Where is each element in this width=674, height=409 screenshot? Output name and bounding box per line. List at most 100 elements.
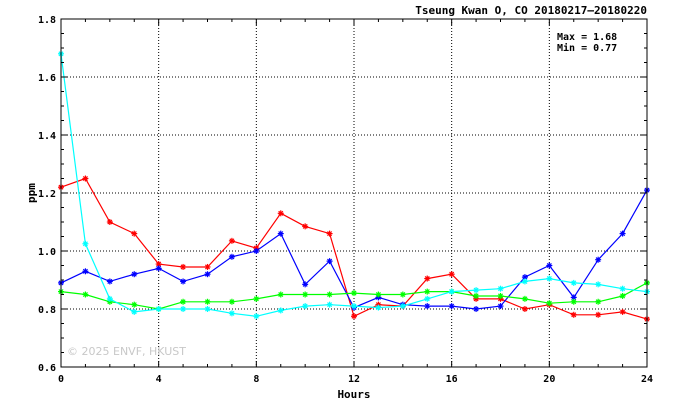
data-point [82, 240, 89, 247]
data-point [619, 230, 626, 237]
data-point [277, 291, 284, 298]
data-point [131, 301, 138, 308]
data-point [375, 304, 382, 311]
data-point [326, 291, 333, 298]
data-point [619, 285, 626, 292]
data-point [155, 306, 162, 312]
data-point [399, 291, 406, 298]
data-point [131, 308, 138, 315]
data-point [326, 230, 333, 237]
y-tick-label: 1.4 [38, 131, 56, 142]
data-point [326, 301, 333, 308]
data-point [448, 303, 455, 310]
data-point [106, 219, 113, 225]
data-point [253, 313, 260, 320]
data-point [473, 306, 480, 312]
data-point [448, 288, 455, 295]
data-point [521, 278, 528, 285]
x-axis-label: Hours [337, 388, 370, 401]
data-point [277, 307, 284, 314]
grid-lines [61, 19, 647, 367]
y-tick-label: 1.2 [38, 189, 56, 200]
watermark: © 2025 ENVF, HKUST [67, 345, 186, 358]
data-point [497, 292, 504, 299]
data-point [497, 285, 504, 292]
data-point [424, 275, 431, 282]
y-tick-label: 0.6 [38, 363, 56, 374]
data-point [326, 258, 333, 265]
data-point [131, 271, 138, 278]
data-point [448, 271, 455, 278]
data-point [424, 295, 431, 302]
data-point [106, 295, 113, 302]
data-point [595, 298, 602, 305]
data-point [424, 288, 431, 295]
data-point [253, 295, 260, 302]
y-tick-label: 0.8 [38, 305, 56, 316]
data-point [228, 298, 235, 305]
data-point [204, 306, 211, 312]
data-point [302, 223, 309, 230]
y-tick-label: 1.0 [38, 247, 56, 258]
data-point [546, 275, 553, 282]
data-point [595, 256, 602, 263]
data-point [351, 303, 357, 310]
data-point [497, 303, 504, 310]
data-point [351, 313, 357, 320]
x-tick-label: 20 [543, 374, 555, 385]
data-point [302, 291, 309, 298]
y-tick-label: 1.6 [38, 73, 56, 84]
data-point [204, 263, 211, 270]
data-point [82, 175, 89, 182]
max-stat: Max = 1.68 [557, 32, 617, 43]
data-point [351, 290, 357, 297]
data-point [180, 278, 187, 285]
data-point [302, 303, 309, 310]
x-tick-label: 12 [348, 374, 360, 385]
data-point [399, 303, 406, 310]
data-point [473, 287, 480, 294]
data-point [521, 295, 528, 302]
data-point [546, 262, 553, 269]
data-point [570, 311, 577, 318]
x-tick-label: 0 [58, 374, 64, 385]
series-2 [58, 187, 650, 312]
y-tick-label: 1.8 [38, 15, 56, 26]
data-point [302, 281, 309, 288]
x-tick-label: 24 [641, 374, 653, 385]
data-point [570, 298, 577, 305]
data-point [204, 298, 211, 305]
x-tick-label: 8 [253, 374, 259, 385]
data-point [131, 230, 138, 237]
data-point [180, 263, 187, 270]
data-point [228, 237, 235, 244]
x-tick-label: 4 [156, 374, 162, 385]
data-point [253, 248, 260, 254]
data-point [228, 310, 235, 317]
data-point [375, 291, 382, 298]
chart-title: Tseung Kwan O, CO 20180217–20180220 [415, 4, 647, 17]
data-point [277, 230, 284, 237]
data-point [473, 292, 480, 299]
series-line [60, 53, 648, 317]
min-stat: Min = 0.77 [557, 42, 617, 54]
data-point [424, 303, 431, 310]
series-1 [58, 175, 650, 323]
data-point [180, 298, 187, 305]
axis-ticks: 0 4 8 12 16 20 24 0.6 0.8 1.0 1.2 1.4 1.6 1.8 [38, 15, 653, 385]
data-point [228, 253, 235, 260]
data-point [106, 278, 113, 285]
series-4 [58, 50, 650, 320]
data-point [82, 291, 89, 298]
data-point [82, 268, 89, 275]
data-point [570, 279, 577, 286]
data-point [155, 265, 162, 272]
data-point [521, 306, 528, 312]
x-tick-label: 16 [446, 374, 458, 385]
data-point [155, 261, 162, 268]
data-point [546, 300, 553, 307]
data-point [180, 306, 187, 312]
data-point [619, 308, 626, 315]
data-point [277, 210, 284, 217]
